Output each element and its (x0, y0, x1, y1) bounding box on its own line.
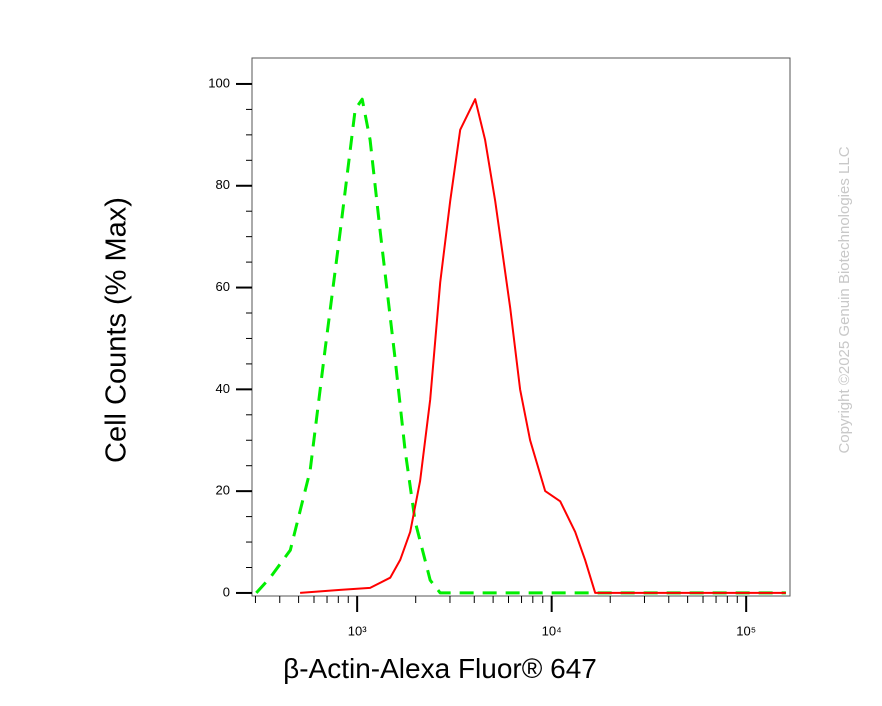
x-axis-label: β-Actin-Alexa Fluor® 647 (283, 653, 597, 684)
series-line (255, 97, 786, 595)
y-axis-label: Cell Counts (% Max) (101, 197, 133, 463)
y-tick-label: 100 (208, 75, 230, 90)
x-tick-label: 10³ (348, 623, 367, 638)
y-tick-label: 20 (216, 483, 230, 498)
x-tick-label: 10⁴ (542, 623, 562, 638)
x-tick-label: 10⁵ (736, 623, 756, 638)
plot-frame (251, 57, 791, 597)
watermark: Copyright ©2025 Genuin Biotechnologies L… (836, 146, 853, 453)
y-tick-label: 40 (216, 381, 230, 396)
y-tick-label: 60 (216, 279, 230, 294)
series-line (300, 98, 786, 594)
y-tick-label: 0 (223, 584, 230, 599)
y-tick-label: 80 (216, 177, 230, 192)
